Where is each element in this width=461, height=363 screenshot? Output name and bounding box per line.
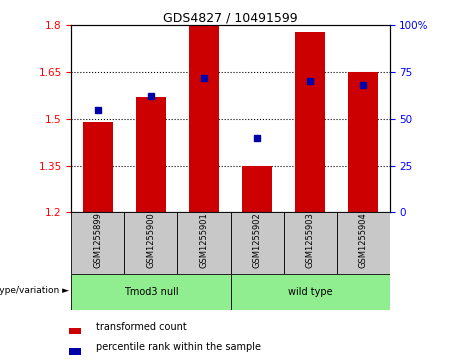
Bar	[177, 212, 230, 274]
Text: wild type: wild type	[288, 287, 332, 297]
Title: GDS4827 / 10491599: GDS4827 / 10491599	[163, 11, 298, 24]
Bar	[69, 348, 81, 355]
Bar	[69, 327, 81, 334]
Bar	[349, 72, 378, 212]
Bar	[242, 166, 272, 212]
Bar	[230, 212, 284, 274]
Bar	[124, 212, 177, 274]
Text: GSM1255903: GSM1255903	[306, 212, 314, 268]
Text: GSM1255902: GSM1255902	[253, 212, 261, 268]
Text: Tmod3 null: Tmod3 null	[124, 287, 178, 297]
Bar	[296, 32, 325, 212]
Bar	[83, 122, 112, 212]
Bar	[284, 212, 337, 274]
Bar	[136, 97, 165, 212]
Bar	[71, 274, 230, 310]
Text: GSM1255901: GSM1255901	[200, 212, 208, 268]
Text: transformed count: transformed count	[96, 322, 187, 332]
Bar	[337, 212, 390, 274]
Text: GSM1255900: GSM1255900	[147, 212, 155, 268]
Text: GSM1255899: GSM1255899	[94, 212, 102, 268]
Text: percentile rank within the sample: percentile rank within the sample	[96, 342, 261, 352]
Bar	[189, 25, 219, 212]
Bar	[71, 212, 124, 274]
Text: GSM1255904: GSM1255904	[359, 212, 367, 268]
Text: genotype/variation ►: genotype/variation ►	[0, 286, 69, 295]
Bar	[230, 274, 390, 310]
